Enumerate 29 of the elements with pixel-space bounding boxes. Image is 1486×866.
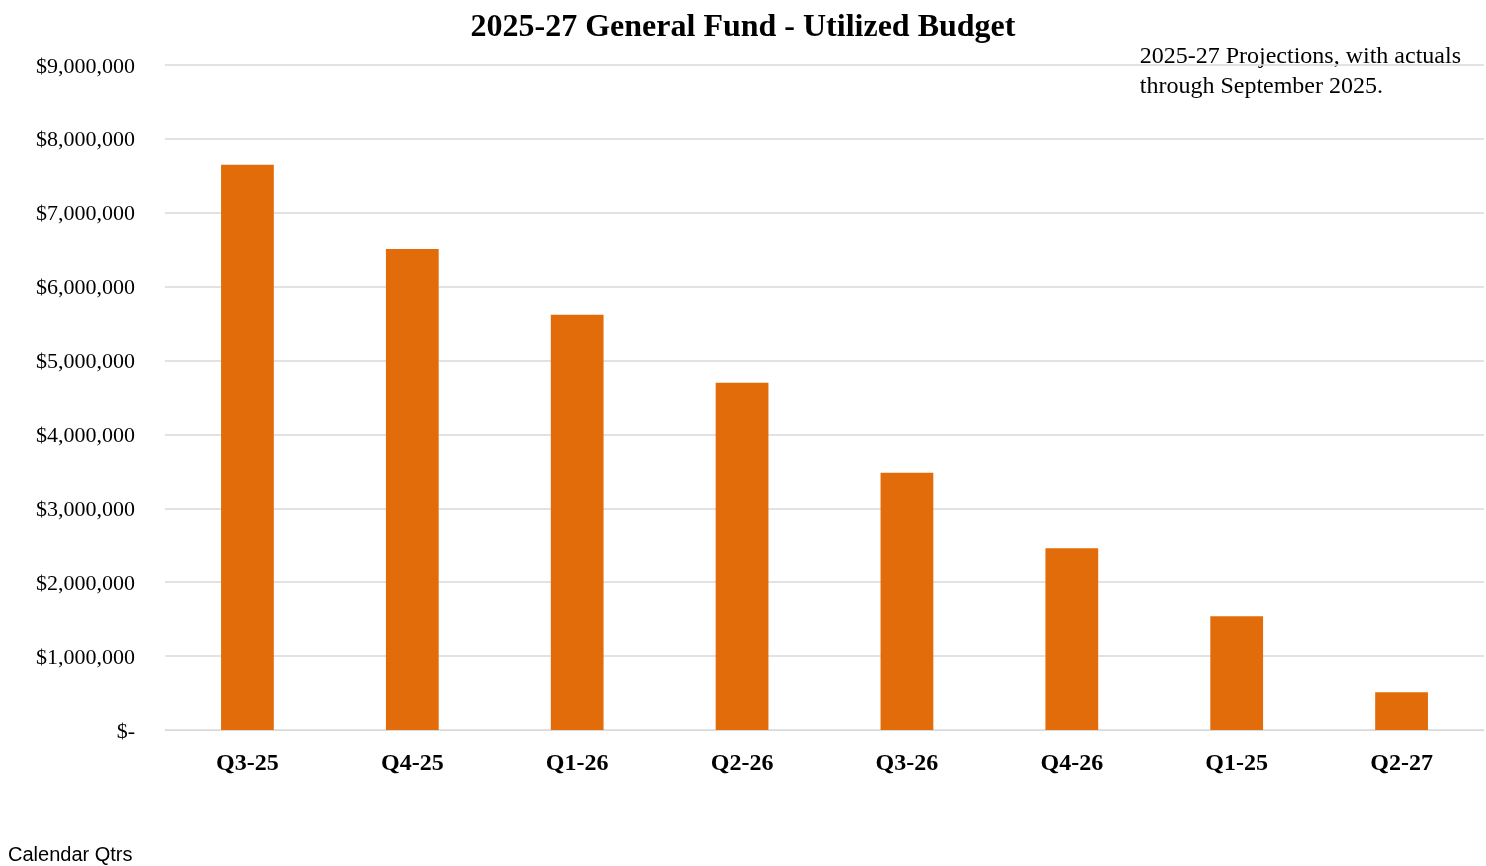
bar: [221, 164, 274, 730]
bar: [880, 472, 934, 730]
y-tick-label: $8,000,000: [36, 126, 135, 152]
chart-title: 2025-27 General Fund - Utilized Budget: [470, 7, 1016, 43]
y-tick-label: $1,000,000: [36, 643, 135, 669]
y-tick-label: $7,000,000: [36, 200, 135, 226]
x-tick-label: Q4-25: [380, 749, 444, 775]
bar: [715, 382, 769, 730]
x-tick-label: Q4-26: [1040, 749, 1104, 775]
x-tick-label: Q2-27: [1370, 749, 1433, 775]
x-axis-title: Calendar Qtrs: [8, 843, 133, 865]
bar: [1045, 548, 1099, 730]
y-tick-label: $5,000,000: [36, 348, 135, 374]
x-tick-label: Q2-26: [710, 749, 774, 775]
y-tick-label: $-: [116, 717, 135, 743]
x-tick-label: Q3-26: [875, 749, 939, 775]
bar: [1210, 616, 1264, 730]
bar: [385, 248, 439, 730]
y-tick-label: $9,000,000: [36, 52, 135, 78]
y-tick-label: $4,000,000: [36, 421, 135, 447]
bar: [550, 314, 604, 730]
x-tick-label: Q3-25: [216, 749, 279, 775]
x-tick-label: Q1-25: [1205, 749, 1269, 775]
y-tick-label: $2,000,000: [36, 569, 135, 595]
y-tick-label: $3,000,000: [36, 495, 135, 521]
x-tick-label: Q1-26: [545, 749, 609, 775]
bar: [1375, 692, 1428, 730]
y-tick-label: $6,000,000: [36, 274, 135, 300]
annotation: 2025-27 Projections, with actuals through September 2025.: [1139, 42, 1461, 98]
